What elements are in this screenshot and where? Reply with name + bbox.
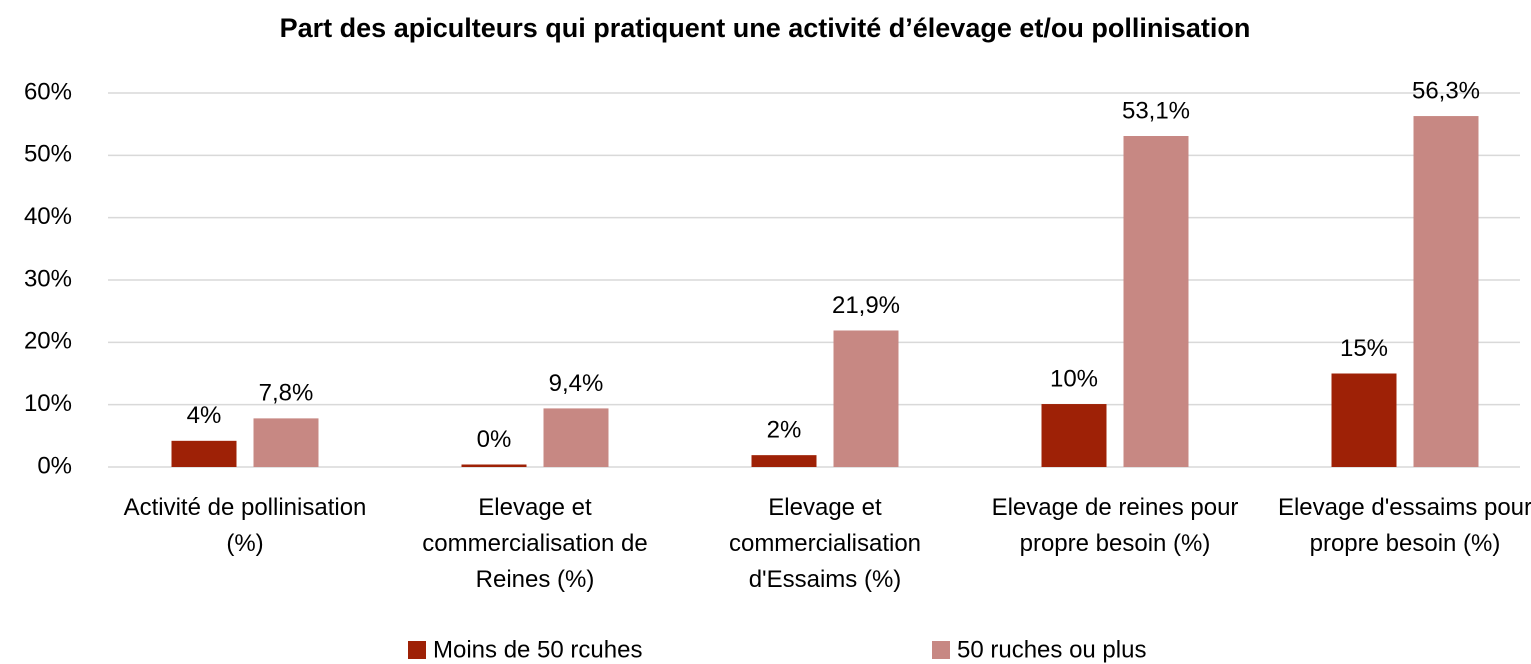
legend-swatch: [408, 641, 426, 659]
bar: [1041, 404, 1107, 467]
y-tick-label: 20%: [24, 328, 72, 355]
y-tick-label: 30%: [24, 265, 72, 292]
x-tick-label: Elevage et commercialisation d'Essaims (…: [728, 494, 922, 593]
x-tick-label: Elevage et commercialisation de Reines (…: [422, 494, 648, 593]
x-tick-label: Activité de pollinisation (%): [123, 494, 367, 557]
bar: [543, 408, 609, 467]
legend-swatch: [932, 641, 950, 659]
chart-title: Part des apiculteurs qui pratiquent une …: [280, 13, 1251, 43]
bar: [253, 418, 319, 467]
y-tick-label: 0%: [37, 452, 72, 479]
bar: [751, 455, 817, 467]
x-tick-label: Elevage de reines pour propre besoin (%): [991, 494, 1239, 557]
legend-label: Moins de 50 rcuhes: [433, 636, 642, 663]
data-label: 4%: [187, 402, 222, 429]
data-label: 10%: [1050, 365, 1098, 392]
bar: [1331, 373, 1397, 467]
bar: [1413, 116, 1479, 468]
x-tick-label: Elevage d'essaims pour propre besoin (%): [1277, 494, 1531, 557]
y-tick-label: 60%: [24, 78, 72, 105]
data-label: 56,3%: [1412, 77, 1480, 104]
legend-label: 50 ruches ou plus: [957, 636, 1146, 663]
bar: [833, 330, 899, 467]
data-label: 2%: [767, 417, 802, 444]
data-label: 15%: [1340, 335, 1388, 362]
data-label: 0%: [477, 426, 512, 453]
y-tick-label: 40%: [24, 203, 72, 230]
data-label: 53,1%: [1122, 97, 1190, 124]
data-label: 21,9%: [832, 292, 900, 319]
y-tick-label: 10%: [24, 390, 72, 417]
bar: [461, 464, 527, 467]
bar: [1123, 136, 1189, 467]
bar: [171, 440, 237, 467]
data-label: 7,8%: [259, 380, 314, 407]
y-tick-label: 50%: [24, 141, 72, 168]
data-label: 9,4%: [549, 370, 604, 397]
